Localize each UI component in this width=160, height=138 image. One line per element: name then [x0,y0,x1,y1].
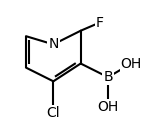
Text: N: N [48,37,59,51]
Text: F: F [96,15,104,30]
Text: B: B [103,70,113,84]
Text: OH: OH [121,57,142,71]
Text: OH: OH [97,100,119,114]
Text: Cl: Cl [47,106,60,120]
